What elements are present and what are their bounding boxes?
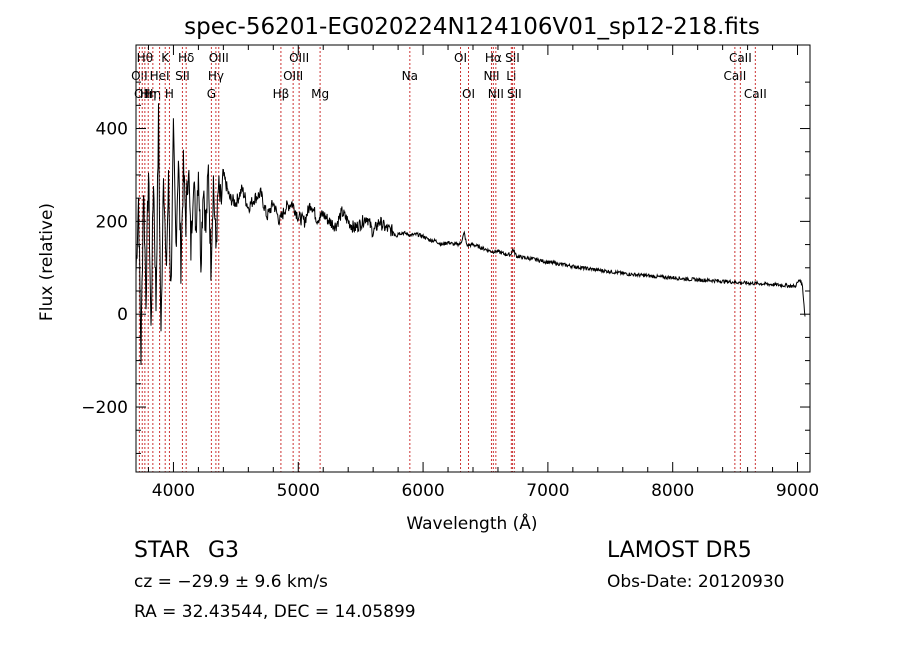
line-marker-label: OII — [134, 87, 151, 101]
line-marker-label: Hθ — [137, 51, 153, 65]
line-marker-label: H — [165, 87, 174, 101]
line-marker-label: Hβ — [273, 87, 290, 101]
x-tick-label: 9000 — [776, 481, 819, 501]
line-marker-label: Hη — [145, 87, 162, 101]
line-marker-label: SII — [505, 51, 520, 65]
line-marker-label: SII — [175, 69, 190, 83]
x-tick-label: 4000 — [152, 481, 195, 501]
object-class: STAR — [134, 538, 191, 563]
line-marker-label: OIII — [289, 51, 309, 65]
line-marker-label: OIII — [209, 51, 229, 65]
x-tick-label: 8000 — [651, 481, 694, 501]
line-marker-label: Hη — [140, 87, 157, 101]
x-tick-label: 6000 — [401, 481, 444, 501]
y-tick-label: −200 — [81, 398, 128, 418]
x-tick-label: 5000 — [277, 481, 320, 501]
x-tick-label: 7000 — [526, 481, 569, 501]
x-axis-label: Wavelength (Å) — [406, 512, 537, 534]
line-marker-label: G — [207, 87, 216, 101]
survey-name: LAMOST DR5 — [607, 538, 752, 563]
line-marker-label: CaII — [744, 87, 767, 101]
line-marker-label: NII — [483, 69, 499, 83]
line-marker-label: Li — [506, 69, 516, 83]
line-marker-label: K — [161, 51, 170, 65]
line-marker-label: OI — [454, 51, 467, 65]
line-marker-label: HeI — [150, 69, 170, 83]
redshift-value: cz = −29.9 ± 9.6 km/s — [134, 572, 328, 592]
y-tick-label: 400 — [96, 120, 128, 140]
spectrum-line — [135, 103, 806, 366]
sky-coordinates: RA = 32.43544, DEC = 14.05899 — [134, 602, 416, 622]
line-marker-label: Hα — [485, 51, 502, 65]
y-ticks: −200 0 200 400 — [81, 81, 810, 454]
x-ticks: 4000 5000 6000 7000 8000 9000 — [147, 45, 819, 501]
line-marker-label: SII — [507, 87, 522, 101]
line-marker-label: Mg — [311, 87, 329, 101]
line-marker-label: CaII — [723, 69, 746, 83]
line-marker-label: OIII — [283, 69, 303, 83]
line-marker-label: Hδ — [178, 51, 194, 65]
chart-title: spec-56201-EG020224N124106V01_sp12-218.f… — [184, 14, 760, 40]
line-marker-label: CaII — [729, 51, 752, 65]
y-tick-label: 0 — [117, 305, 128, 325]
line-marker-label: Na — [402, 69, 418, 83]
line-marker-label: Hγ — [208, 69, 224, 83]
y-tick-label: 200 — [96, 212, 128, 232]
line-marker-label: OII — [131, 69, 148, 83]
y-axis-label: Flux (relative) — [37, 203, 57, 321]
observation-date: Obs-Date: 20120930 — [607, 572, 785, 592]
line-marker-label: OI — [462, 87, 475, 101]
spectral-subclass: G3 — [208, 538, 240, 563]
line-marker-label: NII — [488, 87, 504, 101]
